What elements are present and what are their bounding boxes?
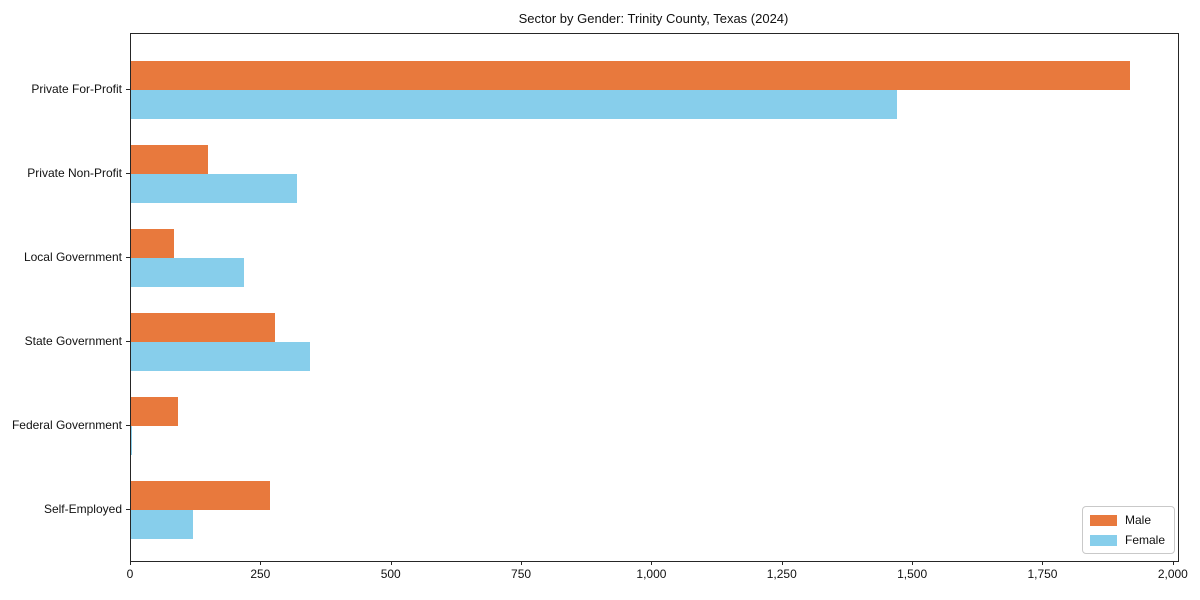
x-tick-mark — [1172, 561, 1174, 565]
y-tick-mark — [126, 340, 130, 342]
y-tick-label: Self-Employed — [43, 501, 122, 516]
y-tick-label: Private Non-Profit — [27, 165, 122, 180]
legend-label-male: Male — [1125, 513, 1152, 527]
bar-female-state-government — [131, 341, 311, 371]
bar-male-self-employed — [131, 480, 271, 510]
y-tick-mark — [126, 256, 130, 258]
y-tick-mark — [126, 508, 130, 510]
y-tick-label: Local Government — [23, 249, 122, 264]
bar-female-private-non-profit — [131, 173, 297, 203]
bar-male-private-non-profit — [131, 144, 209, 174]
x-tick-mark — [651, 561, 653, 565]
x-tick-label: 750 — [511, 567, 532, 581]
legend-item-male: Male — [1090, 513, 1165, 527]
x-tick-mark — [521, 561, 523, 565]
x-tick-label: 1,750 — [1027, 567, 1058, 581]
bar-male-local-government — [131, 228, 174, 258]
bar-male-federal-government — [131, 396, 179, 426]
y-tick-mark — [126, 88, 130, 90]
chart-title: Sector by Gender: Trinity County, Texas … — [518, 11, 789, 26]
x-tick-label: 2,000 — [1157, 567, 1188, 581]
bar-female-private-for-profit — [131, 89, 898, 119]
plot-area — [130, 33, 1179, 562]
x-tick-label: 500 — [380, 567, 401, 581]
x-tick-mark — [912, 561, 914, 565]
bar-male-private-for-profit — [131, 60, 1130, 90]
x-tick-mark — [390, 561, 392, 565]
x-tick-label: 1,250 — [766, 567, 797, 581]
x-tick-label: 0 — [126, 567, 134, 581]
bar-female-local-government — [131, 257, 245, 287]
y-tick-mark — [126, 172, 130, 174]
y-tick-mark — [126, 424, 130, 426]
x-tick-mark — [130, 561, 131, 565]
female-color-swatch — [1090, 534, 1117, 546]
legend-label-female: Female — [1125, 533, 1166, 547]
x-tick-mark — [781, 561, 783, 565]
bar-female-self-employed — [131, 509, 194, 539]
legend-item-female: Female — [1090, 533, 1165, 547]
bar-male-state-government — [131, 312, 276, 342]
x-tick-label: 1,500 — [897, 567, 928, 581]
x-tick-mark — [1042, 561, 1044, 565]
legend: Male Female — [1082, 506, 1176, 554]
y-tick-label: Federal Government — [11, 417, 122, 432]
x-tick-mark — [260, 561, 262, 565]
x-tick-label: 250 — [250, 567, 271, 581]
x-tick-label: 1,000 — [636, 567, 667, 581]
bar-female-federal-government — [131, 425, 133, 455]
y-tick-label: State Government — [24, 333, 122, 348]
male-color-swatch — [1090, 514, 1117, 526]
y-tick-label: Private For-Profit — [31, 81, 122, 96]
